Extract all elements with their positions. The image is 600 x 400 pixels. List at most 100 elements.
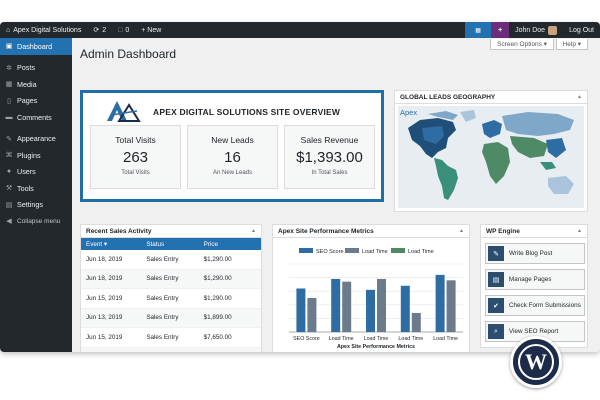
adminbar-blue-button[interactable]: ▦ [465, 22, 492, 38]
avatar [548, 25, 558, 35]
user-menu[interactable]: John Doe [509, 22, 563, 38]
new-label: + New [141, 26, 162, 34]
sales-table-header: Event ▾ Status Price [81, 238, 261, 250]
grid-icon: ▦ [475, 27, 481, 34]
manage-pages-button[interactable]: ▤ Manage Pages [485, 269, 585, 290]
toggle-panel-icon[interactable]: ▲ [459, 228, 464, 234]
column-header-price[interactable]: Price [203, 240, 219, 248]
chart-bar [400, 285, 410, 332]
table-row[interactable]: Jun 18, 2019 Sales Entry $1,290.00 [81, 269, 261, 289]
table-cell: $1,290.00 [203, 275, 232, 283]
table-cell: Sales Entry [146, 275, 179, 283]
stat-card-visits: Total Visits 263 Total Visits [90, 125, 181, 189]
refresh-icon: ⟳ [93, 27, 100, 34]
table-cell: $1,899.00 [203, 314, 232, 322]
toggle-panel-icon[interactable]: ▲ [251, 228, 256, 234]
sales-table-body: Jun 18, 2019 Sales Entry $1,290.00 Jun 18, … [81, 250, 261, 352]
chart-bar [342, 281, 352, 332]
home-link[interactable]: ⌂ Apex Digital Solutions [0, 22, 87, 38]
toggle-panel-icon[interactable]: ▲ [577, 228, 582, 234]
stat-card-leads: New Leads 16 An New Leads [187, 125, 278, 189]
legend-swatch [299, 248, 313, 253]
sidebar-item-appearance[interactable]: ✎ Appearance [0, 131, 72, 148]
view-seo-report-button[interactable]: ⌕ View SEO Report [485, 321, 585, 342]
sidebar-item-plugins[interactable]: ⌘ Plugins [0, 147, 72, 164]
comments-count: 0 [125, 26, 130, 34]
stat-card-value: $1,393.00 [296, 149, 363, 166]
sidebar-item-label: Plugins [17, 150, 41, 160]
legend-swatch [391, 248, 405, 253]
x-tick-label: Load Time [364, 336, 389, 342]
stat-card-value: 16 [224, 149, 241, 166]
home-icon: ⌂ [6, 26, 11, 34]
recent-sales-panel: Recent Sales Activity ▲ Event ▾ Status P… [80, 224, 262, 352]
geo-title: GLOBAL LEADS GEOGRAPHY [400, 93, 496, 101]
plug-icon: ⌘ [5, 152, 13, 160]
pages-icon: ▯ [7, 97, 11, 105]
column-header-event[interactable]: Event ▾ [86, 240, 108, 248]
dashboard-icon: ▣ [5, 43, 13, 51]
updates-count: 2 [102, 26, 107, 34]
sidebar-item-label: Settings [17, 200, 43, 210]
help-button[interactable]: Help ▾ [555, 39, 588, 50]
x-axis-label: Apex Site Performance Metrics [337, 344, 415, 350]
table-cell: Sales Entry [146, 255, 179, 263]
sidebar-item-tools[interactable]: ⚒ Tools [0, 180, 72, 197]
collapse-menu-button[interactable]: ◀ Collapse menu [0, 213, 72, 230]
x-tick-label: SEO Score [293, 336, 320, 342]
table-row[interactable]: Jun 15, 2019 Sales Entry $1,290.00 [81, 289, 261, 309]
screen-options-button[interactable]: Screen Options ▾ [490, 39, 554, 50]
adminbar-plus-button[interactable]: + [491, 22, 510, 38]
chart-title: Apex Site Performance Metrics [278, 227, 374, 235]
toggle-panel-icon[interactable]: ▲ [577, 94, 582, 100]
wrench-icon: ⚒ [5, 185, 13, 193]
plus-icon: + [498, 26, 503, 34]
table-row[interactable]: Jun 15, 2019 Sales Entry $7,650.00 [81, 328, 261, 348]
table-row[interactable]: Jun 18, 2019 Sales Entry $1,290.00 [81, 250, 261, 270]
wpe-title: WP Engine [486, 227, 520, 235]
write-blog-post-button[interactable]: ✎ Write Blog Post [485, 243, 585, 264]
column-header-status[interactable]: Status [146, 240, 165, 248]
sidebar-item-settings[interactable]: ▤ Settings [0, 197, 72, 214]
sidebar-item-users[interactable]: ● Users [0, 164, 72, 181]
sidebar-item-media[interactable]: ▦ Media [0, 76, 72, 93]
table-cell: Jun 13, 2019 [86, 314, 123, 322]
new-content-link[interactable]: + New [135, 22, 167, 38]
updates-link[interactable]: ⟳ 2 [87, 22, 112, 38]
check-form-submissions-button[interactable]: ✔ Check Form Submissions [485, 295, 585, 316]
stat-card-subtitle: An New Leads [212, 170, 253, 176]
performance-metrics-panel: Apex Site Performance Metrics ▲ SEO Scor… [272, 224, 470, 352]
sidebar-item-label: Media [17, 79, 37, 89]
sidebar-item-pages[interactable]: ▯ Pages [0, 93, 72, 110]
sidebar-item-comments[interactable]: ▬ Comments [0, 109, 72, 126]
logout-link[interactable]: Log Out [563, 22, 600, 38]
wordpress-logo-icon: W [510, 336, 562, 388]
comments-link[interactable]: □ 0 [112, 22, 135, 38]
button-label: View SEO Report [509, 328, 559, 335]
apex-logo-icon [103, 99, 147, 125]
sidebar-item-dashboard[interactable]: ▣ Dashboard [0, 38, 72, 55]
collapse-label: Collapse menu [17, 217, 61, 225]
media-icon: ▦ [5, 81, 13, 89]
browser-frame: ⌂ Apex Digital Solutions ⟳ 2 □ 0 + New ▦… [0, 22, 600, 352]
chart-bar [411, 312, 421, 332]
x-tick-label: Load Time [433, 336, 458, 342]
sidebar-item-label: Posts [17, 63, 35, 73]
comments-icon: ▬ [5, 113, 13, 121]
table-cell: Jun 18, 2019 [86, 275, 123, 283]
chart-bar [331, 278, 341, 332]
admin-bar: ⌂ Apex Digital Solutions ⟳ 2 □ 0 + New ▦… [0, 22, 600, 38]
overview-title: APEX DIGITAL SOLUTIONS SITE OVERVIEW [153, 107, 341, 117]
table-row[interactable]: Jun 13, 2019 Sales Entry $1,899.00 [81, 308, 261, 328]
sidebar-item-posts[interactable]: ✲ Posts [0, 60, 72, 77]
chart-bar [296, 288, 306, 332]
legend-swatch [345, 248, 359, 253]
checklist-icon: ✔ [488, 298, 504, 313]
button-label: Check Form Submissions [509, 302, 581, 309]
x-tick-label: Load Time [329, 336, 354, 342]
stat-card-title: Total Visits [115, 135, 156, 145]
table-cell: Sales Entry [146, 294, 179, 302]
pin-icon: ✲ [6, 64, 12, 72]
comment-icon: □ [118, 26, 123, 34]
